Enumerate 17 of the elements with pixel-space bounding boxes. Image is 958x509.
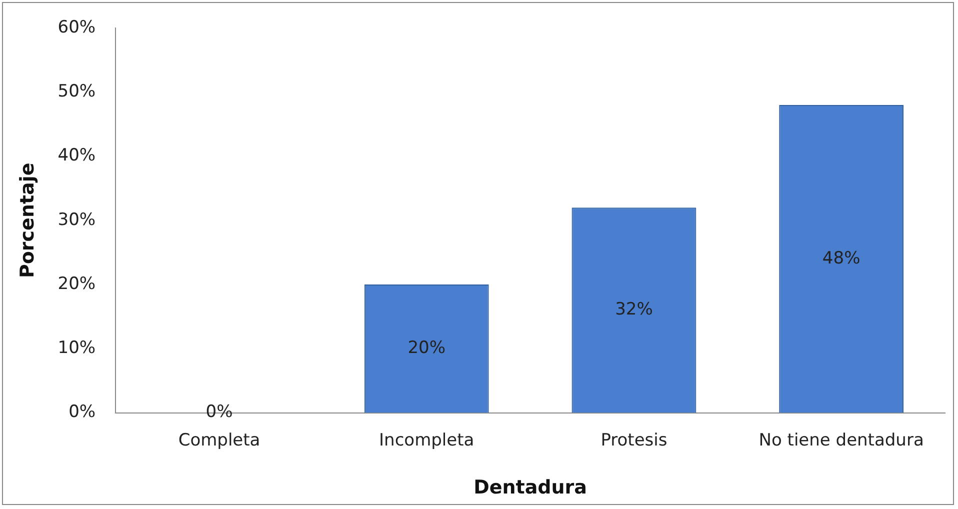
y-tick-label: 30% [58,210,96,230]
y-tick-label: 20% [58,274,96,294]
data-label: 48% [822,248,860,268]
y-tick-label: 0% [68,402,96,422]
data-label: 0% [206,402,233,422]
data-label: 32% [615,300,653,320]
x-tick-label: Incompleta [379,430,474,450]
y-axis-title: Porcentaje [16,162,38,278]
y-tick-label: 50% [58,82,96,102]
y-tick-label: 40% [58,146,96,166]
y-tick-label: 60% [58,17,96,38]
x-axis-title: Dentadura [474,476,587,499]
x-tick-label: Protesis [600,430,668,450]
x-tick-label: Completa [178,430,260,450]
x-tick-label: No tiene dentadura [758,430,924,450]
y-tick-label: 10% [58,338,96,358]
data-label: 20% [408,338,446,358]
